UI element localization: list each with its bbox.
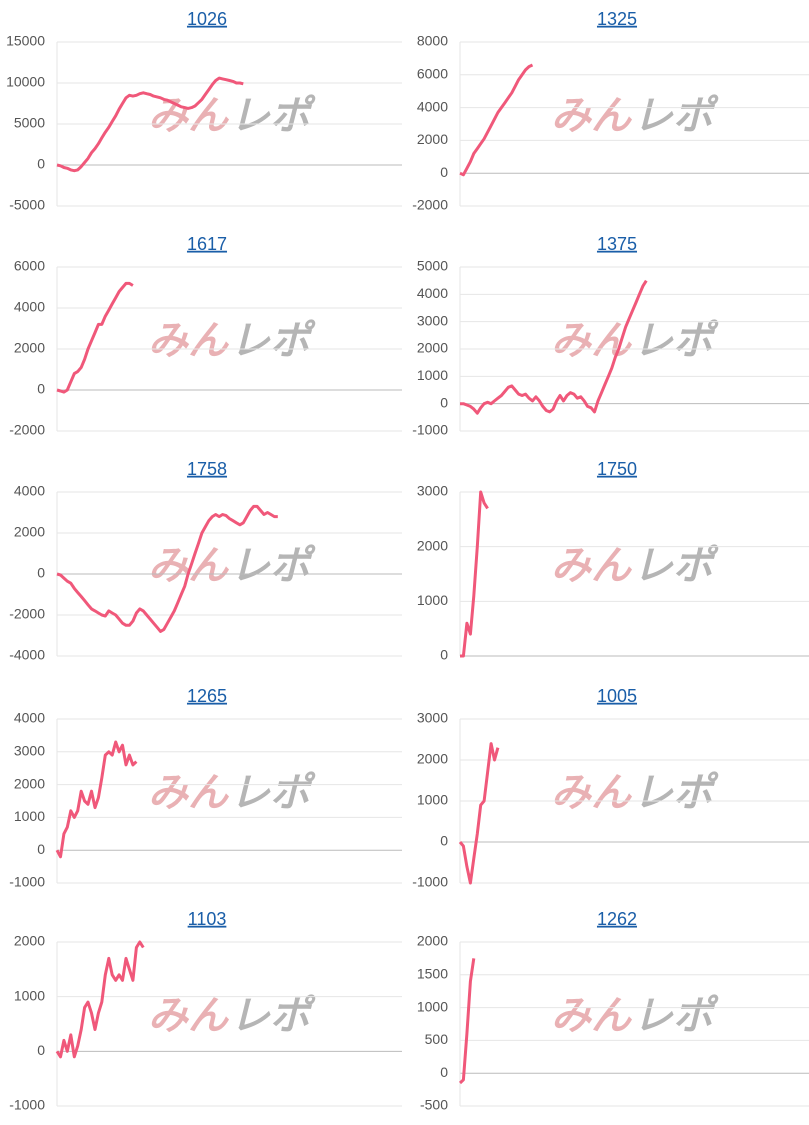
y-tick-label: 10000 — [6, 74, 45, 90]
watermark: みん — [551, 543, 633, 589]
watermark: みん — [148, 93, 230, 139]
y-tick-label: -1000 — [412, 874, 448, 890]
data-line — [55, 940, 145, 1059]
data-line — [458, 958, 476, 1085]
chart-title[interactable]: 1262 — [597, 909, 637, 929]
y-tick-label: -5000 — [9, 197, 45, 213]
data-line — [56, 504, 278, 633]
y-tick-label: -4000 — [9, 647, 45, 663]
watermark: レポ — [633, 93, 719, 139]
y-tick-label: 3000 — [417, 312, 448, 328]
y-tick-label: 1000 — [14, 987, 45, 1003]
y-tick-label: 4000 — [14, 710, 45, 726]
y-tick-label: -2000 — [9, 422, 45, 438]
chart-title[interactable]: 1005 — [597, 686, 637, 706]
y-tick-label: 2000 — [417, 933, 448, 949]
chart-title[interactable]: 1103 — [188, 909, 227, 929]
y-tick-label: 3000 — [14, 743, 45, 759]
y-tick-label: 2000 — [14, 775, 45, 791]
data-line — [460, 279, 648, 415]
y-tick-label: 1000 — [417, 592, 448, 608]
y-tick-label: 0 — [440, 164, 448, 180]
watermark: レポ — [230, 318, 316, 364]
data-line — [56, 281, 134, 394]
y-tick-label: 3000 — [417, 483, 448, 499]
y-tick-label: 1000 — [417, 998, 448, 1014]
data-line — [458, 742, 500, 885]
y-tick-label: 0 — [37, 1042, 45, 1058]
y-tick-label: 4000 — [417, 285, 448, 301]
watermark: レポ — [633, 318, 719, 364]
data-line — [56, 76, 244, 173]
watermark: レポ — [633, 770, 719, 816]
y-tick-label: 1500 — [417, 966, 448, 982]
y-tick-label: 500 — [425, 1031, 449, 1047]
watermark: レポ — [230, 543, 316, 589]
y-tick-label: 2000 — [14, 524, 45, 540]
y-tick-label: 2000 — [417, 131, 448, 147]
y-tick-label: 5000 — [417, 258, 448, 274]
y-tick-label: -2000 — [412, 197, 448, 213]
data-line — [460, 490, 489, 658]
watermark: みん — [148, 993, 230, 1039]
y-tick-label: 2000 — [417, 340, 448, 356]
y-tick-label: 2000 — [14, 933, 45, 949]
y-tick-label: 8000 — [417, 33, 448, 49]
y-tick-label: -500 — [420, 1097, 448, 1113]
watermark: みん — [148, 543, 230, 589]
y-tick-label: 3000 — [417, 710, 448, 726]
y-tick-label: 0 — [440, 833, 448, 849]
data-line — [459, 63, 534, 177]
y-tick-label: -1000 — [412, 422, 448, 438]
watermark: みん — [551, 993, 633, 1039]
y-tick-label: -2000 — [9, 606, 45, 622]
watermark: みん — [551, 318, 633, 364]
chart-title[interactable]: 1758 — [187, 459, 227, 479]
y-tick-label: 0 — [440, 394, 448, 410]
y-tick-label: 1000 — [14, 808, 45, 824]
watermark: レポ — [230, 93, 316, 139]
chart-title[interactable]: 1265 — [187, 686, 227, 706]
y-tick-label: 0 — [440, 647, 448, 663]
watermark: レポ — [633, 993, 719, 1039]
y-tick-label: 4000 — [14, 483, 45, 499]
y-tick-label: 0 — [37, 565, 45, 581]
y-tick-label: 15000 — [6, 33, 45, 49]
watermark: レポ — [230, 993, 316, 1039]
y-tick-label: 2000 — [417, 751, 448, 767]
y-tick-label: 2000 — [417, 537, 448, 553]
y-tick-label: -1000 — [9, 874, 45, 890]
y-tick-label: 1000 — [417, 792, 448, 808]
chart-title[interactable]: 1617 — [187, 234, 227, 254]
watermark: レポ — [633, 543, 719, 589]
watermark: みん — [148, 318, 230, 364]
y-tick-label: -1000 — [9, 1097, 45, 1113]
y-tick-label: 4000 — [14, 299, 45, 315]
watermark: レポ — [230, 770, 316, 816]
data-line — [55, 740, 138, 859]
chart-title[interactable]: 1375 — [597, 234, 637, 254]
y-tick-label: 0 — [440, 1064, 448, 1080]
y-tick-label: 6000 — [14, 258, 45, 274]
y-tick-label: 5000 — [14, 115, 45, 131]
watermark: みん — [551, 93, 633, 139]
y-tick-label: 4000 — [417, 98, 448, 114]
y-tick-label: 0 — [37, 381, 45, 397]
watermark: みん — [148, 770, 230, 816]
watermark: みん — [551, 770, 633, 816]
y-tick-label: 6000 — [417, 66, 448, 82]
chart-title[interactable]: 1750 — [597, 459, 637, 479]
y-tick-label: 0 — [37, 841, 45, 857]
chart-title[interactable]: 1325 — [597, 9, 637, 29]
y-tick-label: 0 — [37, 156, 45, 172]
y-tick-label: 2000 — [14, 340, 45, 356]
chart-title[interactable]: 1026 — [187, 9, 227, 29]
y-tick-label: 1000 — [417, 367, 448, 383]
